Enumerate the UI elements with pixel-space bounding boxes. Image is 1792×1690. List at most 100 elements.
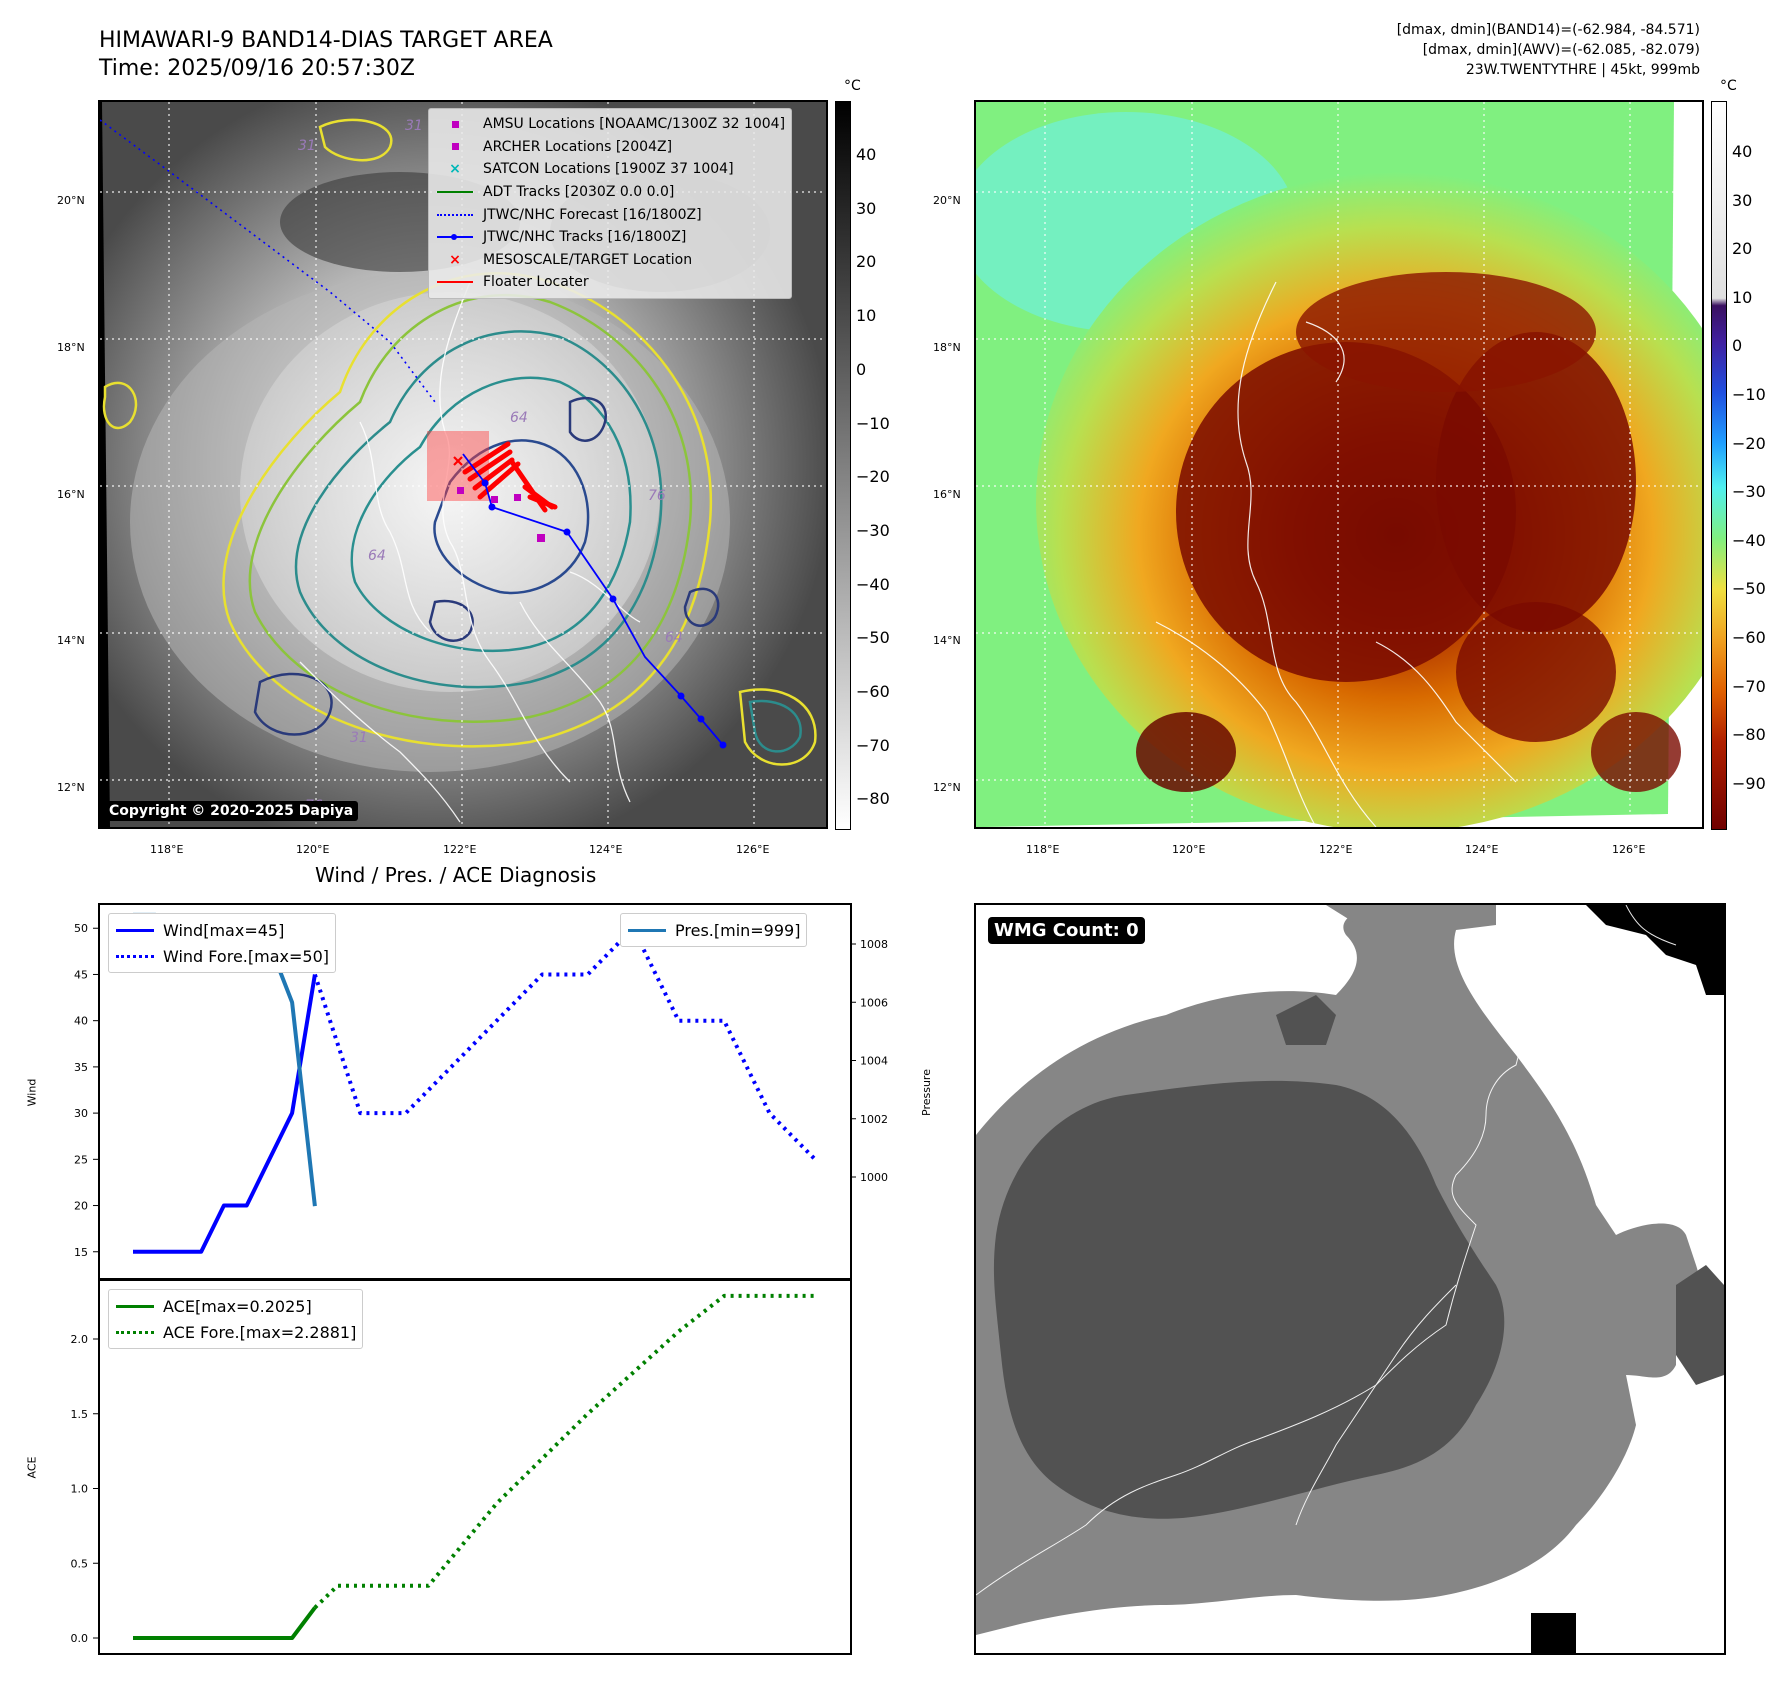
ace-tick-label: 1.5 bbox=[71, 1408, 89, 1421]
blue-line-icon bbox=[115, 928, 155, 932]
legend-item-jtwc-tracks: JTWC/NHC Tracks [16/1800Z] bbox=[435, 226, 785, 249]
blue-dotted-line-icon bbox=[435, 213, 475, 216]
legend-item-floater: Floater Locater bbox=[435, 271, 785, 294]
contour-label: 64 bbox=[510, 410, 528, 426]
ace-legend: ACE[max=0.2025] ACE Fore.[max=2.2881] bbox=[108, 1289, 364, 1349]
ir-colorbar-tick: −30 bbox=[856, 520, 890, 540]
awv-map-panel bbox=[974, 100, 1704, 829]
wind-tick-label: 45 bbox=[74, 968, 88, 981]
lon-label: 120°E bbox=[296, 843, 330, 856]
lon-label: 126°E bbox=[1612, 843, 1646, 856]
diagnosis-title: Wind / Pres. / ACE Diagnosis bbox=[315, 863, 597, 887]
legend-item-satcon: × SATCON Locations [1900Z 37 1004] bbox=[435, 158, 785, 181]
green-line-icon bbox=[115, 1304, 155, 1308]
awv-range: [dmax, dmin](AWV)=(-62.085, -82.079) bbox=[1422, 42, 1700, 58]
contour-label: 31 bbox=[405, 118, 423, 134]
awv-colorbar-tick: 10 bbox=[1732, 287, 1753, 307]
wind-tick-label: 30 bbox=[74, 1107, 88, 1120]
ace-line bbox=[133, 1606, 317, 1640]
pressure-tick-label: 1008 bbox=[860, 938, 888, 951]
contour-label: 31 bbox=[298, 138, 316, 154]
pressure-tick-label: 1002 bbox=[860, 1113, 888, 1126]
contour-label: 31 bbox=[350, 730, 368, 746]
ace-axis-label: ACE bbox=[25, 1456, 39, 1479]
legend-label: Wind[max=45] bbox=[163, 920, 285, 940]
legend-label: Wind Fore.[max=50] bbox=[163, 946, 329, 966]
wind-forecast-line bbox=[312, 926, 817, 1161]
lon-label: 120°E bbox=[1172, 843, 1206, 856]
ace-tick-label: 0.5 bbox=[71, 1557, 89, 1570]
legend-label: JTWC/NHC Forecast [16/1800Z] bbox=[483, 206, 702, 223]
ir-colorbar bbox=[835, 101, 851, 830]
awv-colorbar-tick: 30 bbox=[1732, 190, 1753, 210]
lon-label: 124°E bbox=[589, 843, 623, 856]
ace-forecast-line bbox=[313, 1293, 815, 1610]
wmg-panel: WMG Count: 0 bbox=[974, 903, 1726, 1655]
blue-dotted-line-icon bbox=[115, 954, 155, 958]
wind-tick-label: 20 bbox=[74, 1200, 88, 1213]
ir-colorbar-tick: −60 bbox=[856, 682, 890, 701]
pressure-axis-label: Pressure bbox=[919, 1069, 933, 1116]
lat-label: 18°N bbox=[933, 341, 961, 354]
awv-colorbar-tick: −30 bbox=[1732, 482, 1766, 502]
wmg-image bbox=[976, 905, 1724, 1653]
legend-item-wind-forecast: Wind Fore.[max=50] bbox=[115, 943, 329, 969]
awv-colorbar bbox=[1711, 101, 1727, 830]
wind-line bbox=[133, 974, 317, 1254]
awv-colorbar-tick: −70 bbox=[1732, 676, 1766, 696]
magenta-square-marker-icon bbox=[435, 120, 475, 128]
legend-item-ace: ACE[max=0.2025] bbox=[115, 1293, 356, 1319]
ace-chart: 2.0 1.5 1.0 0.5 0.0 bbox=[71, 1279, 852, 1655]
lat-label: 20°N bbox=[933, 194, 961, 207]
awv-colorbar-tick: −80 bbox=[1732, 725, 1766, 745]
red-line-icon bbox=[435, 281, 475, 284]
ir-colorbar-tick: −20 bbox=[856, 467, 890, 487]
ir-colorbar-tick: 30 bbox=[856, 198, 877, 218]
ir-colorbar-tick: 0 bbox=[856, 359, 867, 379]
ir-colorbar-tick: 20 bbox=[856, 252, 877, 272]
colorbar-unit: °C bbox=[1720, 78, 1737, 94]
ir-colorbar-tick: −40 bbox=[856, 574, 890, 594]
ir-colorbar-tick: −70 bbox=[856, 735, 890, 755]
awv-colorbar-tick: 0 bbox=[1732, 336, 1743, 356]
ir-colorbar-tick: −80 bbox=[856, 789, 890, 809]
awv-colorbar-tick: 20 bbox=[1732, 239, 1753, 259]
contour-label: 64 bbox=[665, 630, 683, 646]
legend-item-ace-forecast: ACE Fore.[max=2.2881] bbox=[115, 1319, 356, 1345]
legend-label: ACE[max=0.2025] bbox=[163, 1296, 312, 1316]
cyan-x-marker-icon: × bbox=[449, 161, 461, 178]
contour-label: 64 bbox=[368, 548, 386, 564]
wmg-count-badge: WMG Count: 0 bbox=[988, 917, 1145, 944]
storm-info: 23W.TWENTYTHRE | 45kt, 999mb bbox=[1465, 62, 1700, 78]
ir-map-panel: 64 64 64 31 31 31 76 76 Copyright © 2020… bbox=[98, 100, 828, 829]
awv-colorbar-tick: −90 bbox=[1732, 773, 1766, 793]
legend-item-pressure: Pres.[min=999] bbox=[627, 917, 800, 943]
figure-time: Time: 2025/09/16 20:57:30Z bbox=[99, 56, 415, 81]
plot-frame bbox=[98, 1279, 852, 1655]
legend-item-mesoscale: × MESOSCALE/TARGET Location bbox=[435, 249, 785, 272]
lat-label: 20°N bbox=[57, 194, 85, 207]
awv-colorbar-tick: −50 bbox=[1732, 579, 1766, 599]
lon-label: 122°E bbox=[443, 843, 477, 856]
copyright-notice: Copyright © 2020-2025 Dapiya bbox=[104, 801, 359, 821]
legend-label: MESOSCALE/TARGET Location bbox=[483, 251, 693, 268]
legend-label: JTWC/NHC Tracks [16/1800Z] bbox=[483, 229, 687, 246]
legend-label: ARCHER Locations [2004Z] bbox=[483, 138, 673, 155]
lon-label: 122°E bbox=[1319, 843, 1353, 856]
legend-item-jtwc-forecast: JTWC/NHC Forecast [16/1800Z] bbox=[435, 203, 785, 226]
green-dotted-line-icon bbox=[115, 1330, 155, 1334]
lat-label: 14°N bbox=[933, 634, 961, 647]
blue-line-dot-icon bbox=[435, 234, 475, 241]
legend-label: Floater Locater bbox=[483, 274, 589, 291]
ace-tick-label: 0.0 bbox=[71, 1632, 89, 1645]
band14-range: [dmax, dmin](BAND14)=(-62.984, -84.571) bbox=[1396, 22, 1700, 38]
lon-label: 126°E bbox=[736, 843, 770, 856]
colorbar-unit: °C bbox=[844, 78, 861, 94]
steelblue-line-icon bbox=[627, 928, 667, 932]
awv-map-image bbox=[976, 102, 1702, 827]
lon-label: 124°E bbox=[1465, 843, 1499, 856]
lat-label: 16°N bbox=[933, 488, 961, 501]
green-line-icon bbox=[435, 191, 475, 194]
ir-colorbar-tick: 10 bbox=[856, 306, 877, 326]
wind-tick-label: 40 bbox=[74, 1015, 88, 1028]
